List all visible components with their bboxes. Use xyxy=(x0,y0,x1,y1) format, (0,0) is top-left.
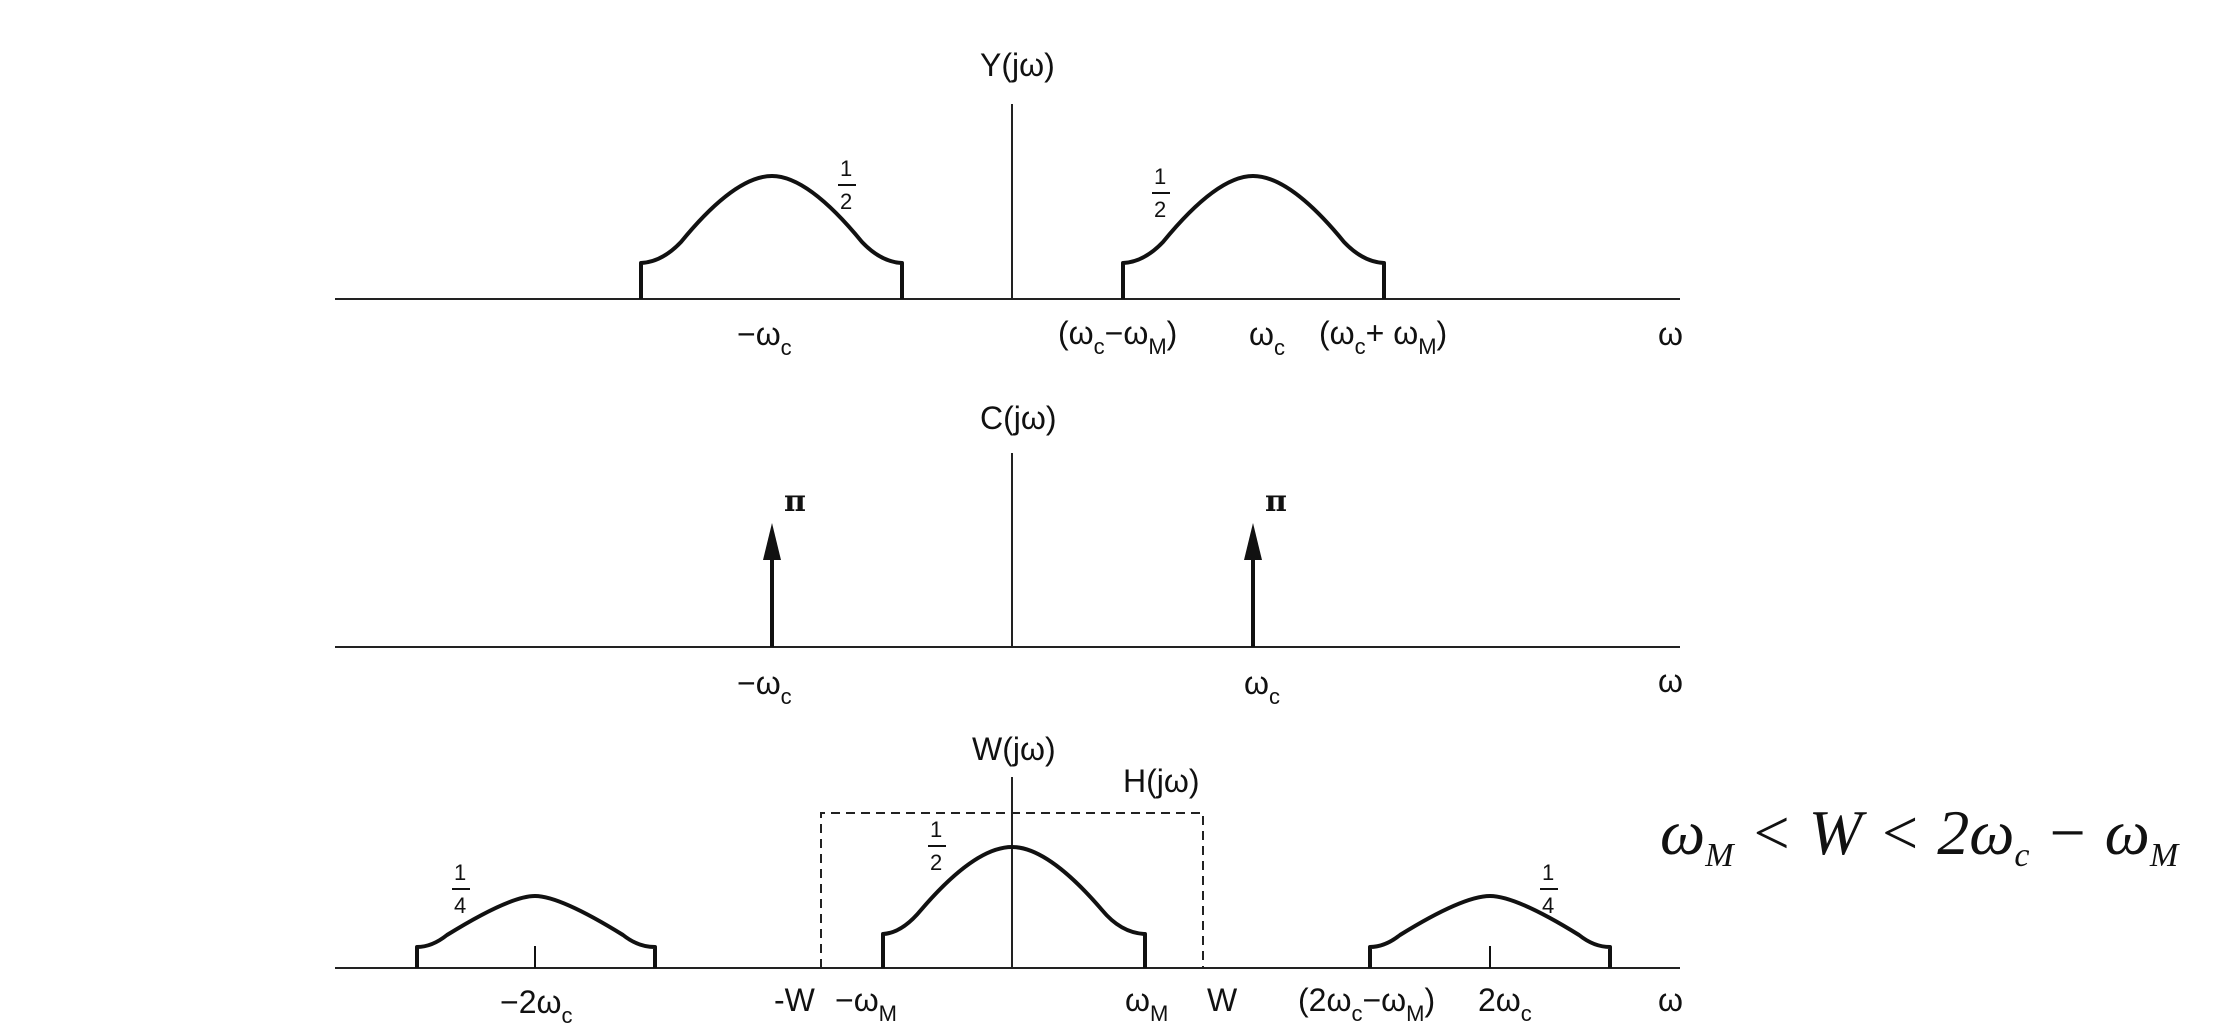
svg-text:4: 4 xyxy=(454,893,466,918)
svg-text:1: 1 xyxy=(930,817,942,842)
condition-equation: ωM < W < 2ωc − ωM xyxy=(1660,797,2180,874)
w-tick-neg-2wc: −2ωc xyxy=(500,984,572,1028)
svg-text:1: 1 xyxy=(1542,860,1554,885)
w-tick-W: W xyxy=(1207,982,1238,1018)
y-left-height-label: 1 2 xyxy=(838,156,856,214)
c-right-impulse xyxy=(1244,523,1262,647)
w-filter-label: H(jω) xyxy=(1123,763,1200,799)
c-left-impulse xyxy=(763,523,781,647)
w-right-height-label: 1 4 xyxy=(1540,860,1558,918)
c-right-impulse-area: π xyxy=(1265,484,1287,519)
y-left-spectrum xyxy=(639,174,904,299)
y-right-spectrum xyxy=(1121,174,1386,299)
panel-w: W(jω) H(jω) 1 4 1 2 1 4 −2ωc -W −ωM xyxy=(335,731,1683,1028)
w-tick-neg-W: -W xyxy=(774,982,816,1018)
c-axis-label: ω xyxy=(1658,663,1683,699)
w-axis-label: ω xyxy=(1658,982,1683,1018)
y-tick-wc: ωc xyxy=(1249,316,1285,360)
svg-text:2: 2 xyxy=(840,189,852,214)
w-tick-neg-wm: −ωM xyxy=(835,982,897,1026)
c-left-impulse-area: π xyxy=(784,484,806,519)
w-center-height-label: 1 2 xyxy=(928,817,946,875)
svg-text:2: 2 xyxy=(930,850,942,875)
svg-text:1: 1 xyxy=(1154,164,1166,189)
svg-text:4: 4 xyxy=(1542,893,1554,918)
w-title: W(jω) xyxy=(972,731,1056,767)
w-tick-wm: ωM xyxy=(1125,982,1168,1026)
svg-text:2: 2 xyxy=(1154,197,1166,222)
y-right-height-label: 1 2 xyxy=(1152,164,1170,222)
w-right-spectrum xyxy=(1368,894,1612,968)
w-tick-2wc: 2ωc xyxy=(1478,982,1532,1026)
y-tick-wc-minus-wm: (ωc−ωM) xyxy=(1058,315,1177,359)
panel-y: Y(jω) 1 2 1 2 −ωc (ωc−ωM) ωc (ωc+ ωM) ω xyxy=(335,47,1683,360)
w-left-height-label: 1 4 xyxy=(452,860,470,918)
w-left-spectrum xyxy=(415,894,657,968)
w-tick-2wc-minus-wm: (2ωc−ωM) xyxy=(1298,982,1435,1026)
w-center-spectrum xyxy=(881,845,1147,968)
c-tick-neg-wc: −ωc xyxy=(737,665,792,709)
svg-text:1: 1 xyxy=(454,860,466,885)
y-tick-wc-plus-wm: (ωc+ ωM) xyxy=(1319,315,1447,359)
y-title: Y(jω) xyxy=(980,47,1055,83)
svg-text:1: 1 xyxy=(840,156,852,181)
y-axis-label: ω xyxy=(1658,316,1683,352)
panel-c: C(jω) π π −ωc ωc ω xyxy=(335,400,1683,709)
c-tick-wc: ωc xyxy=(1244,665,1280,709)
w-lowpass-filter xyxy=(820,812,1204,968)
y-tick-neg-wc: −ωc xyxy=(737,316,792,360)
c-title: C(jω) xyxy=(980,400,1057,436)
